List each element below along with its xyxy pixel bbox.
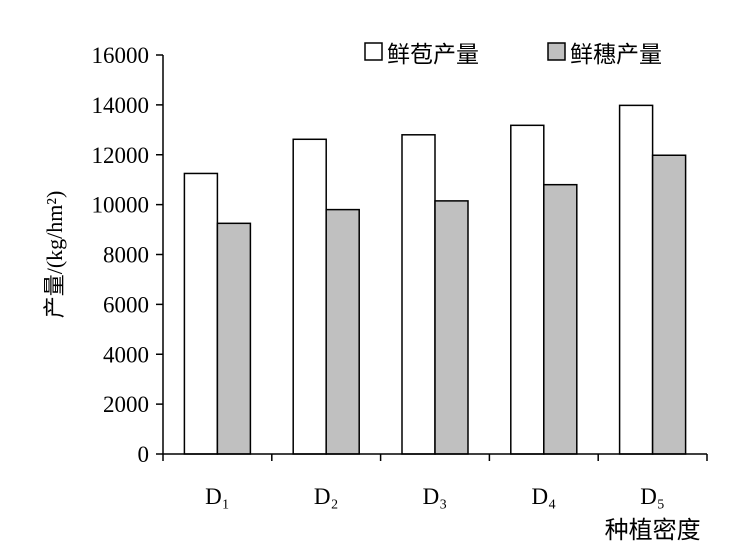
y-tick-label: 8000 bbox=[103, 243, 149, 268]
x-tick-label: D₅ bbox=[640, 484, 665, 509]
legend: 鲜苞产量 鲜穗产量 bbox=[364, 42, 662, 68]
legend-swatch bbox=[364, 42, 383, 61]
bar-fresh-husk-yield bbox=[401, 134, 436, 455]
bars-layer bbox=[183, 104, 687, 455]
bar-fresh-ear-yield bbox=[651, 154, 687, 455]
x-tick-label: D₄ bbox=[531, 484, 556, 509]
x-tick-label: D₃ bbox=[423, 484, 448, 509]
x-tick-label: D₁ bbox=[205, 484, 230, 509]
y-ticks: 0 2000 4000 6000 8000 10000 12000 14000 16000 bbox=[92, 43, 163, 467]
y-tick-label: 6000 bbox=[103, 292, 149, 317]
bar-fresh-ear-yield bbox=[325, 208, 360, 455]
x-axis-title: 种植密度 bbox=[605, 517, 701, 544]
legend-label: 鲜苞产量 bbox=[387, 42, 479, 68]
legend-label: 鲜穗产量 bbox=[570, 42, 662, 68]
y-tick-label: 10000 bbox=[92, 193, 150, 218]
y-tick-label: 12000 bbox=[92, 143, 150, 168]
x-tick-label: D₂ bbox=[314, 484, 339, 509]
y-tick-label: 14000 bbox=[92, 93, 150, 118]
y-tick-label: 16000 bbox=[92, 43, 150, 68]
bar-fresh-husk-yield bbox=[183, 172, 219, 455]
x-ticks: D₁ D₂ D₃ D₄ D₅ bbox=[162, 454, 708, 509]
bar-fresh-husk-yield bbox=[292, 138, 327, 455]
legend-swatch bbox=[547, 42, 566, 61]
bar-fresh-ear-yield bbox=[434, 200, 469, 455]
bar-fresh-ear-yield bbox=[543, 183, 578, 455]
y-tick-label: 4000 bbox=[103, 342, 149, 367]
bar-fresh-husk-yield bbox=[510, 124, 545, 455]
y-tick-label: 2000 bbox=[103, 392, 149, 417]
y-axis-title: 产量/(kg/hm²) bbox=[42, 191, 67, 319]
y-tick-label: 0 bbox=[138, 442, 150, 467]
bar-fresh-husk-yield bbox=[618, 104, 654, 455]
bar-fresh-ear-yield bbox=[216, 222, 252, 455]
